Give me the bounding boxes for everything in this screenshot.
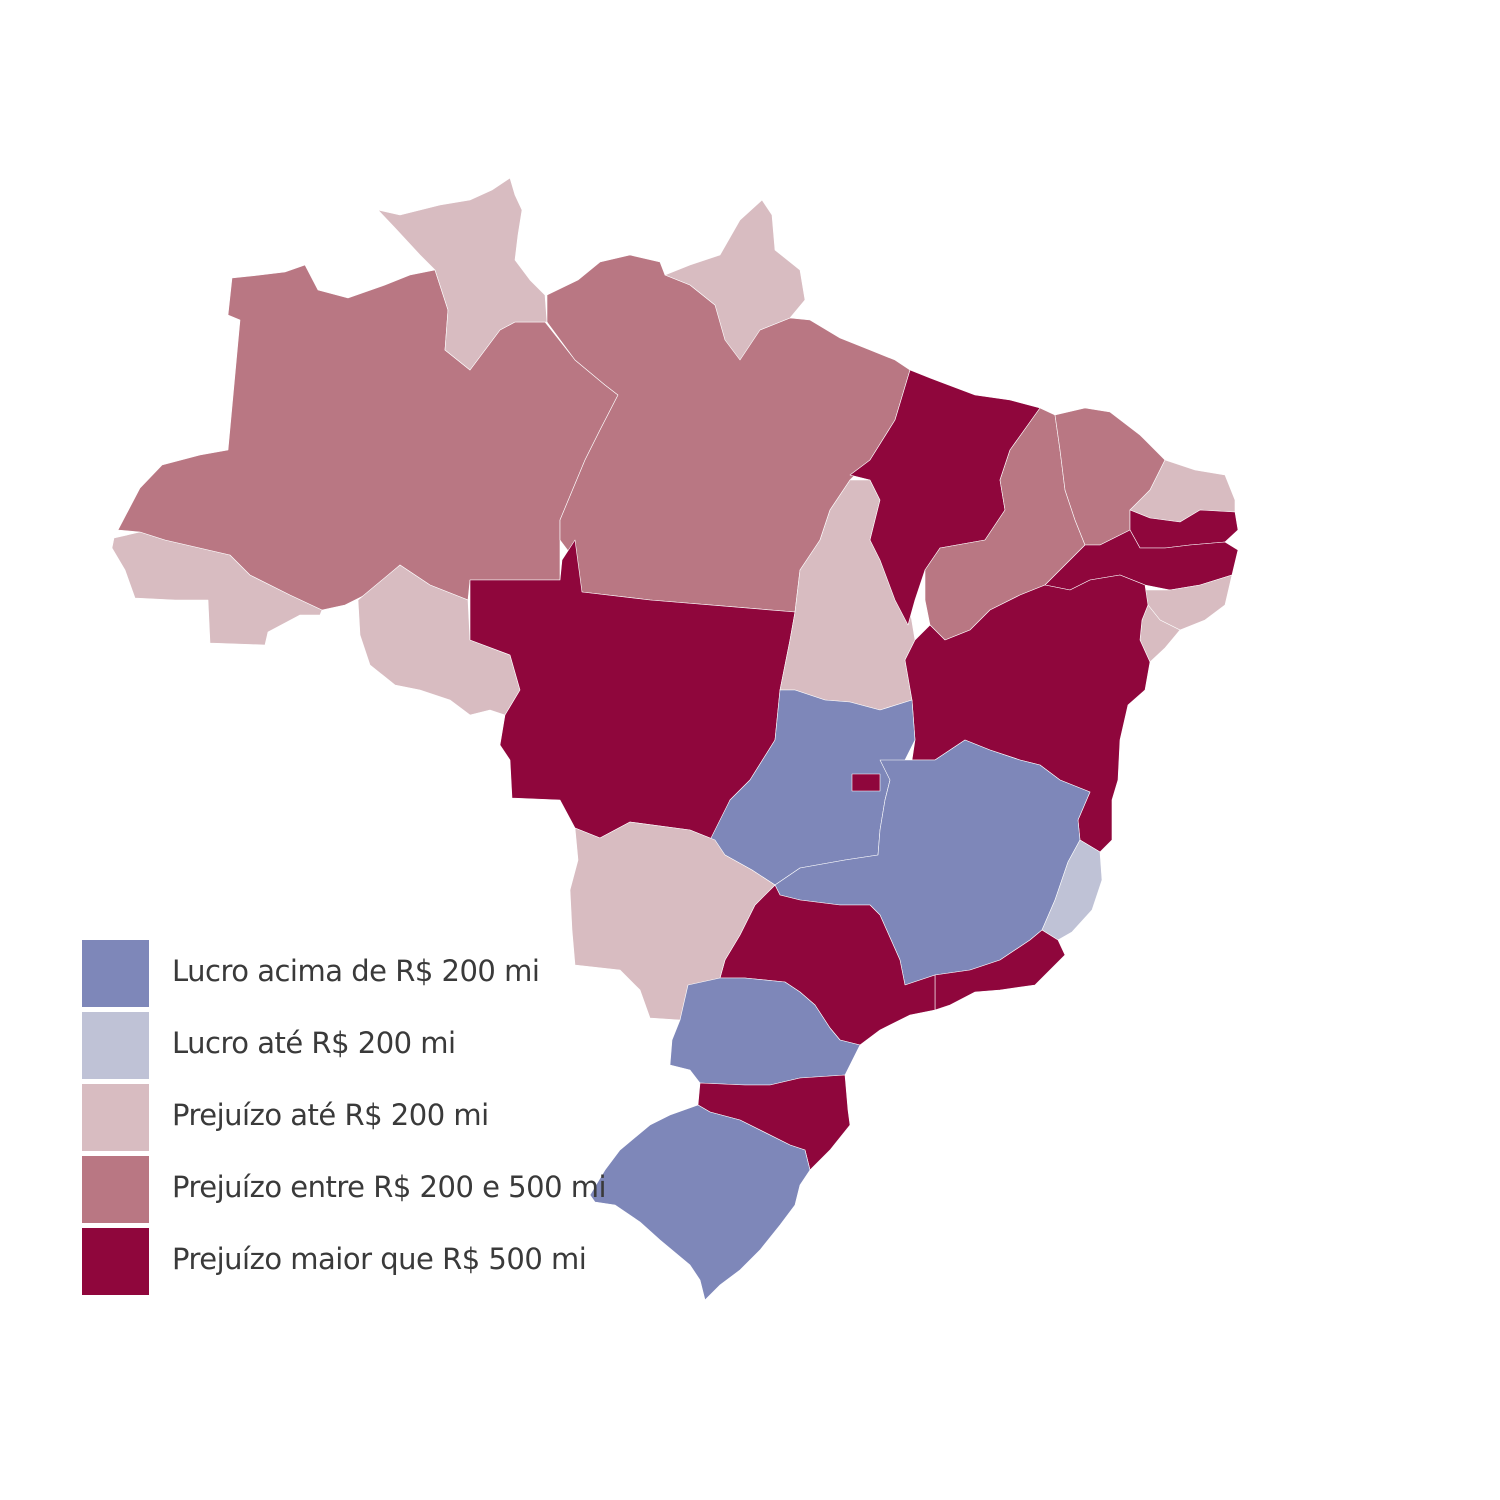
legend-swatch bbox=[82, 940, 149, 1007]
legend-swatch bbox=[82, 1228, 149, 1295]
states-layer bbox=[111, 177, 1239, 1301]
state-ro bbox=[357, 564, 521, 716]
legend-item-lucro-ate: Lucro até R$ 200 mi bbox=[82, 1012, 602, 1084]
state-es bbox=[1041, 839, 1103, 941]
state-pr bbox=[669, 977, 861, 1086]
state-ma bbox=[849, 369, 1041, 626]
state-rr bbox=[377, 177, 548, 371]
legend-swatch bbox=[82, 1012, 149, 1079]
legend-label: Prejuízo até R$ 200 mi bbox=[172, 1098, 489, 1132]
legend-swatch bbox=[82, 1084, 149, 1151]
legend-swatch bbox=[82, 1156, 149, 1223]
legend: Lucro acima de R$ 200 mi Lucro até R$ 20… bbox=[82, 940, 607, 1300]
legend-item-prejuizo-ate: Prejuízo até R$ 200 mi bbox=[82, 1084, 602, 1156]
legend-label: Lucro até R$ 200 mi bbox=[172, 1026, 456, 1060]
state-rj bbox=[934, 929, 1066, 1011]
legend-label: Prejuízo maior que R$ 500 mi bbox=[172, 1242, 587, 1276]
state-rs bbox=[589, 1104, 811, 1301]
legend-item-prejuizo-maior: Prejuízo maior que R$ 500 mi bbox=[82, 1228, 602, 1300]
legend-item-lucro-acima: Lucro acima de R$ 200 mi bbox=[82, 940, 602, 1012]
legend-item-prejuizo-entre: Prejuízo entre R$ 200 e 500 mi bbox=[82, 1156, 607, 1228]
state-df bbox=[851, 773, 881, 792]
state-ap bbox=[664, 199, 806, 361]
legend-label: Prejuízo entre R$ 200 e 500 mi bbox=[172, 1170, 607, 1204]
legend-label: Lucro acima de R$ 200 mi bbox=[172, 954, 540, 988]
